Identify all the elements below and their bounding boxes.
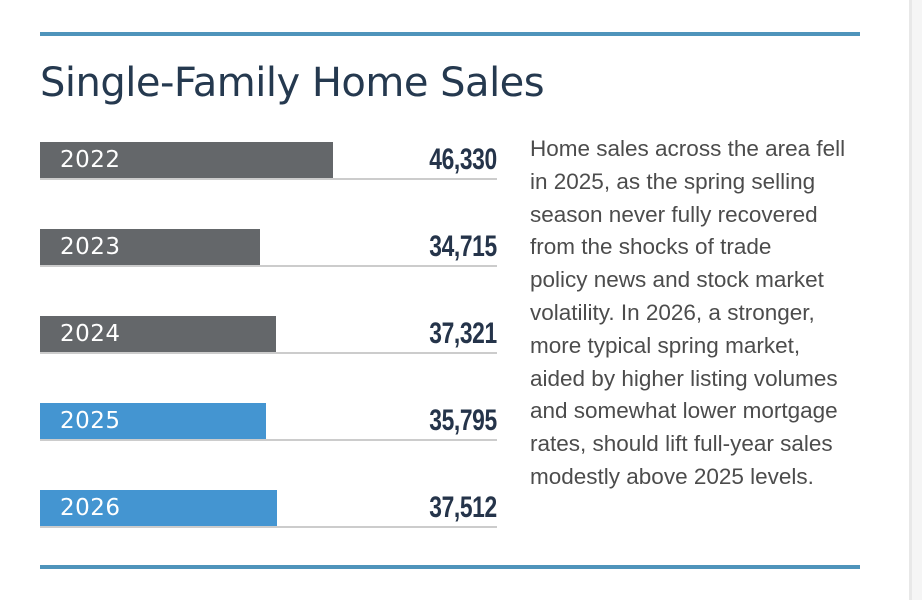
- page-edge-shadow: [909, 0, 922, 600]
- top-accent-rule: [40, 32, 860, 36]
- bar-year-label: 2025: [60, 408, 121, 434]
- bar-row: 2026 37,512: [40, 490, 497, 528]
- bar-2022: 2022: [40, 142, 333, 178]
- bar-row: 2025 35,795: [40, 403, 497, 441]
- bar-value: 46,330: [429, 143, 498, 176]
- bar-chart: 2022 46,330 2023 34,715 2024 37,321 2025 35,795…: [40, 142, 497, 528]
- bar-year-label: 2026: [60, 495, 121, 521]
- bar-row: 2023 34,715: [40, 229, 497, 267]
- commentary-text: Home sales across the area fell in 2025,…: [530, 136, 846, 489]
- bar-row: 2022 46,330: [40, 142, 497, 180]
- bar-2026: 2026: [40, 490, 277, 526]
- bar-year-label: 2022: [60, 147, 121, 173]
- bar-row: 2024 37,321: [40, 316, 497, 354]
- bar-value: 35,795: [429, 404, 498, 437]
- bar-year-label: 2024: [60, 321, 121, 347]
- bar-value: 37,512: [429, 491, 498, 524]
- bar-2024: 2024: [40, 316, 276, 352]
- bar-year-label: 2023: [60, 234, 121, 260]
- bar-2023: 2023: [40, 229, 260, 265]
- bar-value: 37,321: [429, 317, 498, 350]
- bar-2025: 2025: [40, 403, 266, 439]
- bottom-accent-rule: [40, 565, 860, 569]
- page-title: Single-Family Home Sales: [40, 60, 545, 106]
- bar-value: 34,715: [429, 230, 498, 263]
